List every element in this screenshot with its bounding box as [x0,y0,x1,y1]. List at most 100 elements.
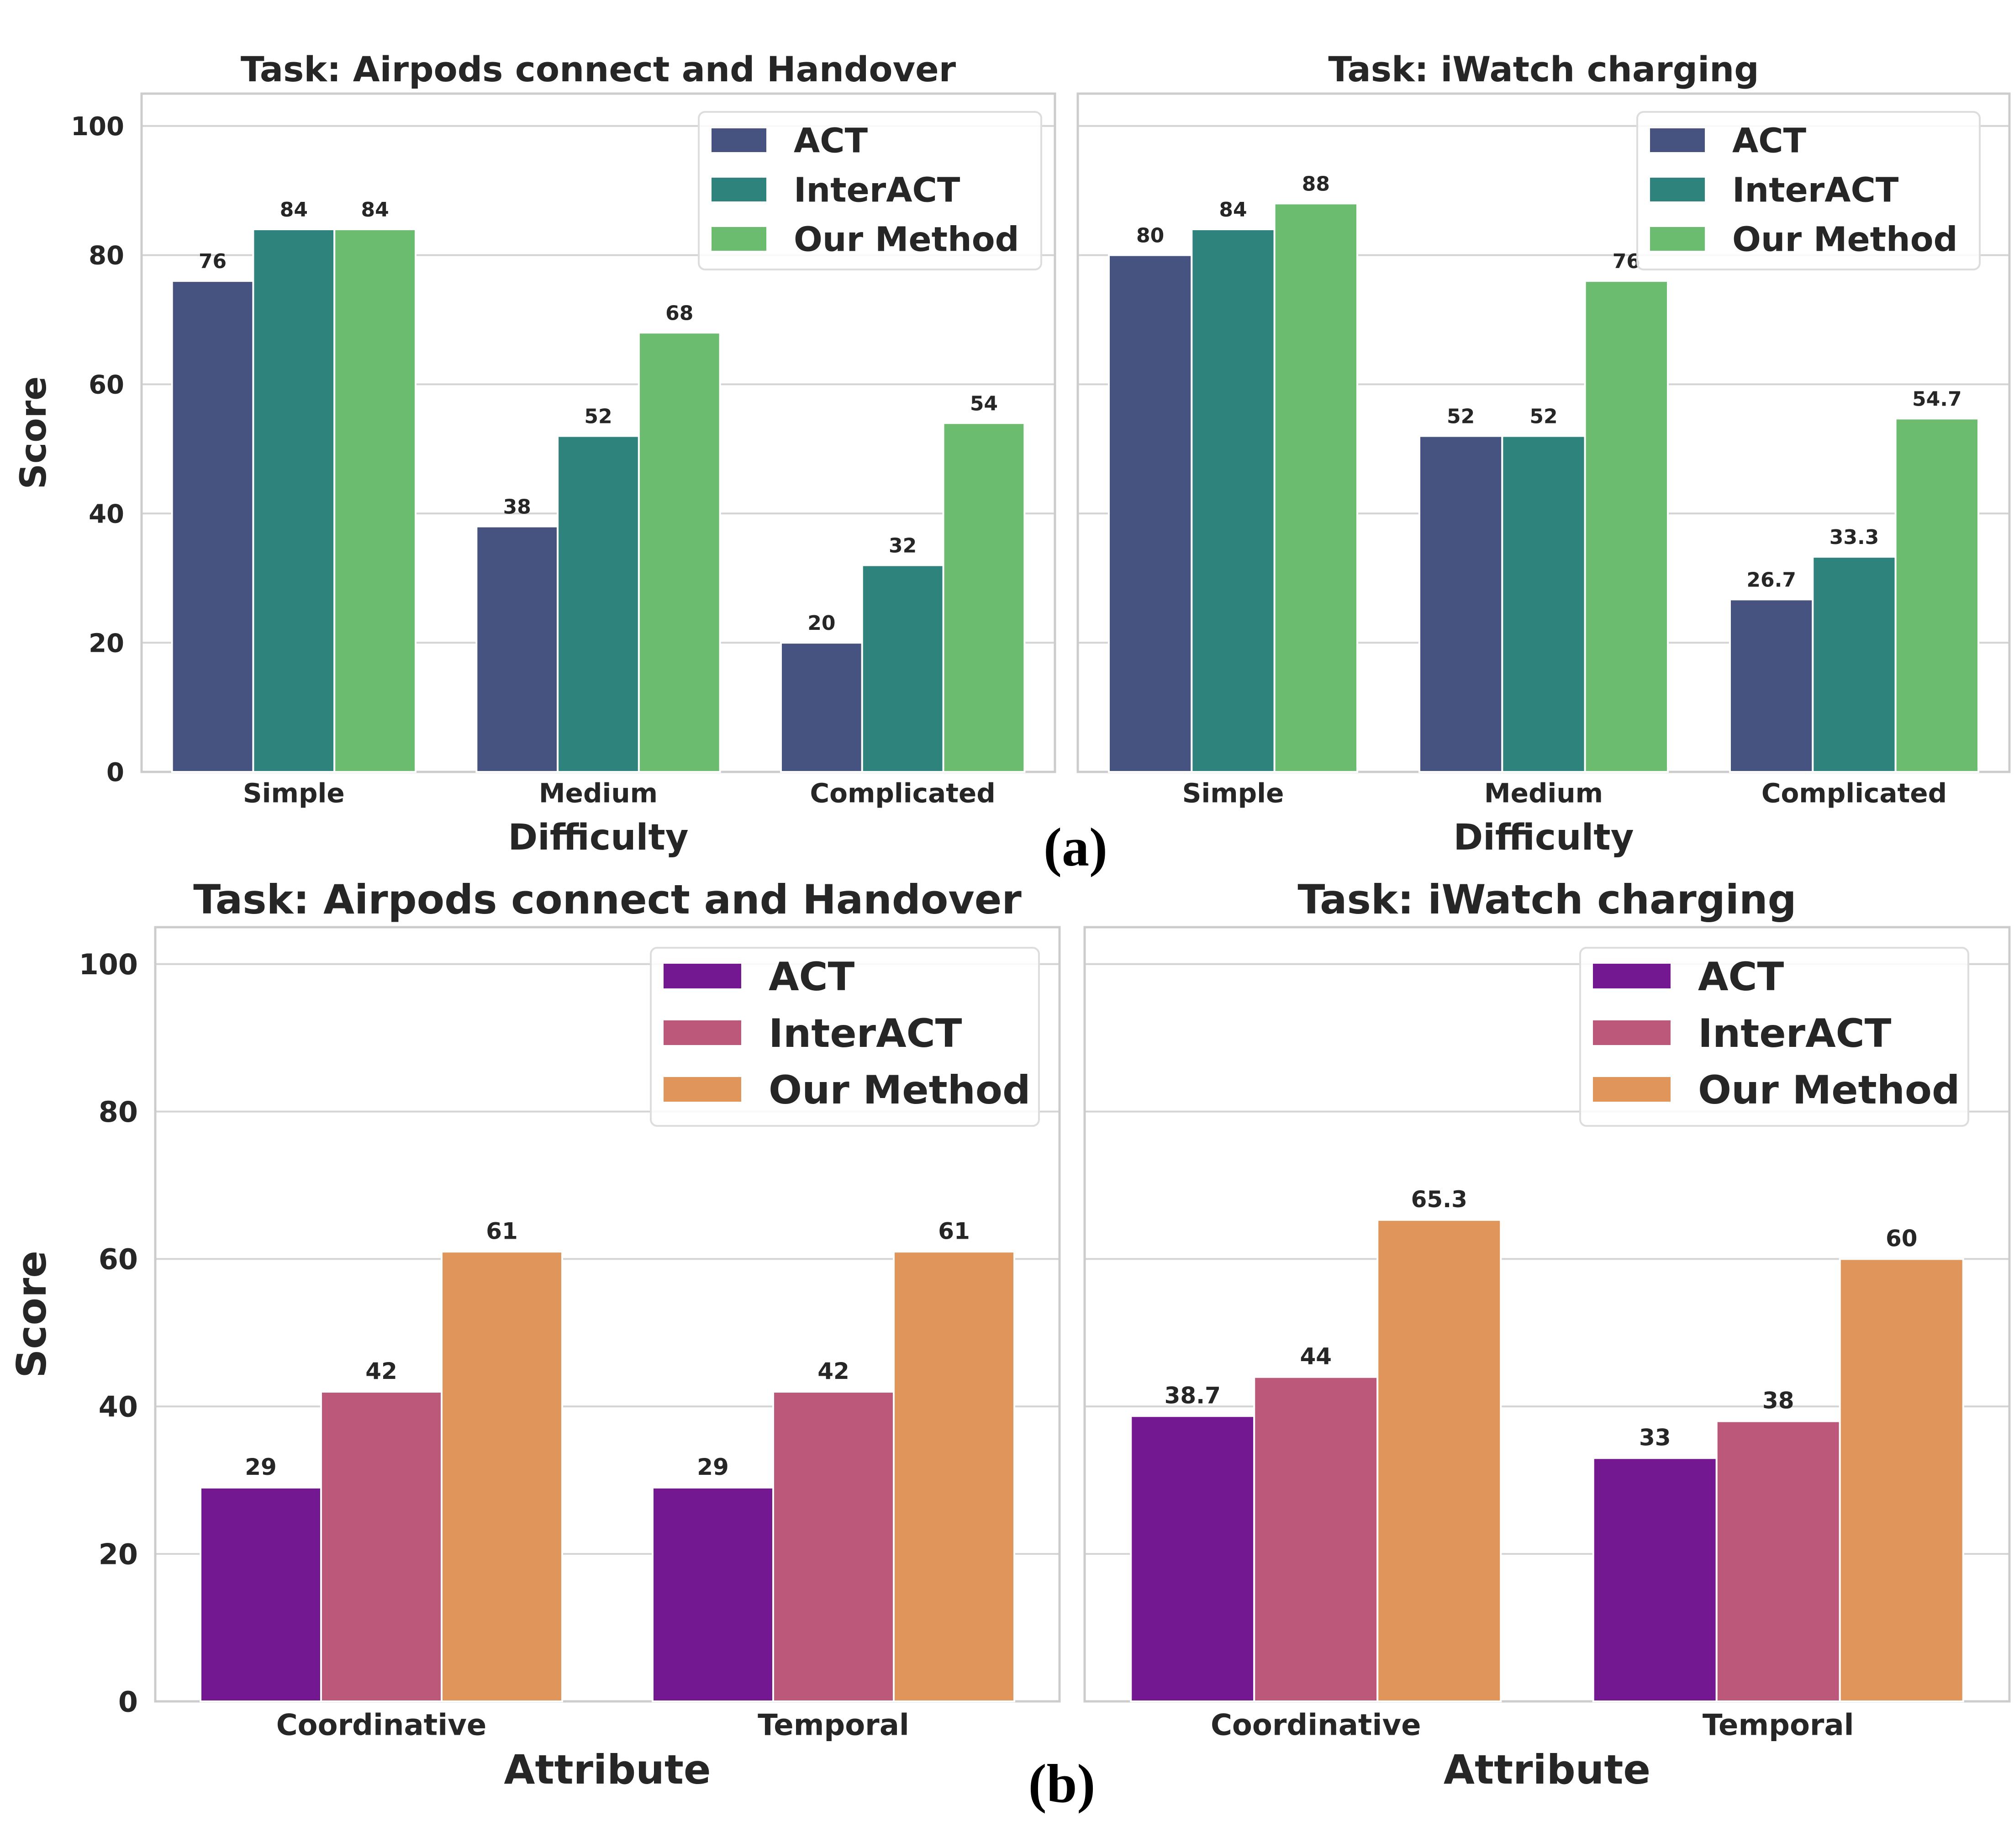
bar-value-label: 26.7 [1746,568,1796,591]
bar-interact [1501,435,1586,773]
legend-swatch-our-method [1650,227,1705,251]
bar-interact [320,1391,443,1702]
bar-act [475,525,559,773]
y-axis-label: Score [8,1251,55,1378]
legend: ACT InterACT Our Method [650,947,1040,1127]
bar-value-label: 54 [970,392,998,415]
legend-label: InterACT [769,1011,962,1056]
bar-act [171,280,254,773]
bar-value-label: 88 [1302,172,1330,195]
legend-label: ACT [769,954,855,1000]
bar-value-label: 42 [365,1358,397,1384]
bar-interact [861,564,944,773]
bar-value-label: 33.3 [1829,526,1879,549]
bar-value-label: 32 [889,534,917,557]
bar-act [1108,254,1193,773]
legend-swatch-interact [712,178,766,201]
legend: ACT InterACT Our Method [1636,111,1981,270]
bar-value-label: 84 [280,198,308,222]
legend-swatch-our-method [664,1077,741,1102]
y-tick-label: 0 [106,758,124,787]
bar-value-label: 61 [486,1218,518,1244]
legend-label: Our Method [1698,1067,1960,1113]
bar-interact [1253,1376,1379,1703]
bar-act [652,1486,774,1703]
x-axis-label: Attribute [504,1746,711,1793]
bar-value-label: 52 [584,405,612,428]
bar-value-label: 29 [697,1454,729,1480]
bar-act [1729,598,1814,773]
legend-label: ACT [794,121,868,161]
legend-label: Our Method [769,1067,1031,1113]
bar-value-label: 44 [1300,1343,1332,1370]
legend-swatch-interact [664,1020,741,1045]
bar-our-method [333,228,417,773]
bar-value-label: 38.7 [1165,1382,1221,1409]
bar-interact [1191,228,1276,773]
bar-value-label: 42 [817,1358,849,1384]
bar-our-method [1376,1219,1502,1702]
row-label-b: (b) [1028,1753,1096,1814]
bar-our-method [942,422,1026,773]
axes-frame [1083,926,2011,1703]
legend-swatch-act [664,964,741,988]
bar-value-label: 76 [199,250,227,273]
x-axis-label: Attribute [1444,1746,1650,1793]
bar-value-label: 84 [361,198,389,222]
x-tick-label: Medium [539,778,658,809]
y-tick-label: 60 [89,370,124,400]
legend-label: InterACT [1698,1011,1892,1056]
y-tick-label: 40 [99,1390,138,1424]
chart-title: Task: Airpods connect and Handover [241,49,956,90]
chart-title: Task: iWatch charging [1328,49,1759,90]
bar-act [200,1486,322,1703]
y-tick-label: 20 [99,1537,138,1571]
bar-value-label: 84 [1219,198,1247,222]
bar-interact [1812,556,1897,773]
x-tick-label: Complicated [810,778,996,809]
y-tick-label: 20 [89,628,124,658]
panels: 0 20 40 60 80 100 76 84 84 Simple 38 52 68 Medium 20 32… [8,49,2011,1793]
legend: ACT InterACT Our Method [1579,947,1969,1127]
bar-our-method [1894,417,1979,773]
legend-label: ACT [1732,121,1807,161]
bar-interact [772,1391,895,1702]
chart-panel: 0 20 40 60 80 100 76 84 84 Simple 38 52 68 Medium 20 32… [13,49,1056,858]
chart-panel: 0 20 40 60 80 100 29 42 61 Coordinative 29 42 61 Temp… [8,876,1061,1793]
legend-box [1579,947,1969,1127]
x-tick-label: Coordinative [1211,1709,1421,1742]
bar-value-label: 52 [1529,405,1557,428]
y-tick-label: 80 [99,1095,138,1129]
bar-value-label: 20 [807,612,835,635]
bar-act [780,642,863,773]
bar-value-label: 38 [503,496,531,519]
y-tick-label: 80 [89,241,124,271]
x-tick-label: Simple [243,778,345,809]
legend-swatch-interact [1650,178,1705,201]
y-tick-label: 100 [79,948,138,981]
legend-swatch-interact [1593,1020,1671,1045]
bar-our-method [441,1251,563,1702]
bar-value-label: 54.7 [1912,387,1962,411]
legend-label: Our Method [794,220,1019,259]
bar-interact [252,228,336,773]
legend-label: Our Method [1732,220,1958,259]
y-axis-label: Score [13,376,54,489]
bar-value-label: 52 [1447,405,1475,428]
bar-act [1592,1457,1718,1702]
bar-value-label: 65.3 [1411,1186,1467,1213]
x-tick-label: Simple [1182,778,1284,809]
bar-our-method [893,1251,1015,1702]
bar-our-method [638,332,721,773]
x-tick-label: Complicated [1761,778,1947,809]
x-tick-label: Temporal [758,1709,909,1742]
bar-value-label: 76 [1613,250,1640,273]
bar-value-label: 68 [665,301,693,325]
bar-act [1130,1415,1255,1703]
legend-swatch-act [1593,964,1671,988]
legend-swatch-our-method [1593,1077,1671,1102]
x-tick-label: Coordinative [276,1709,487,1742]
bar-our-method [1273,202,1359,773]
bar-value-label: 60 [1886,1225,1918,1251]
